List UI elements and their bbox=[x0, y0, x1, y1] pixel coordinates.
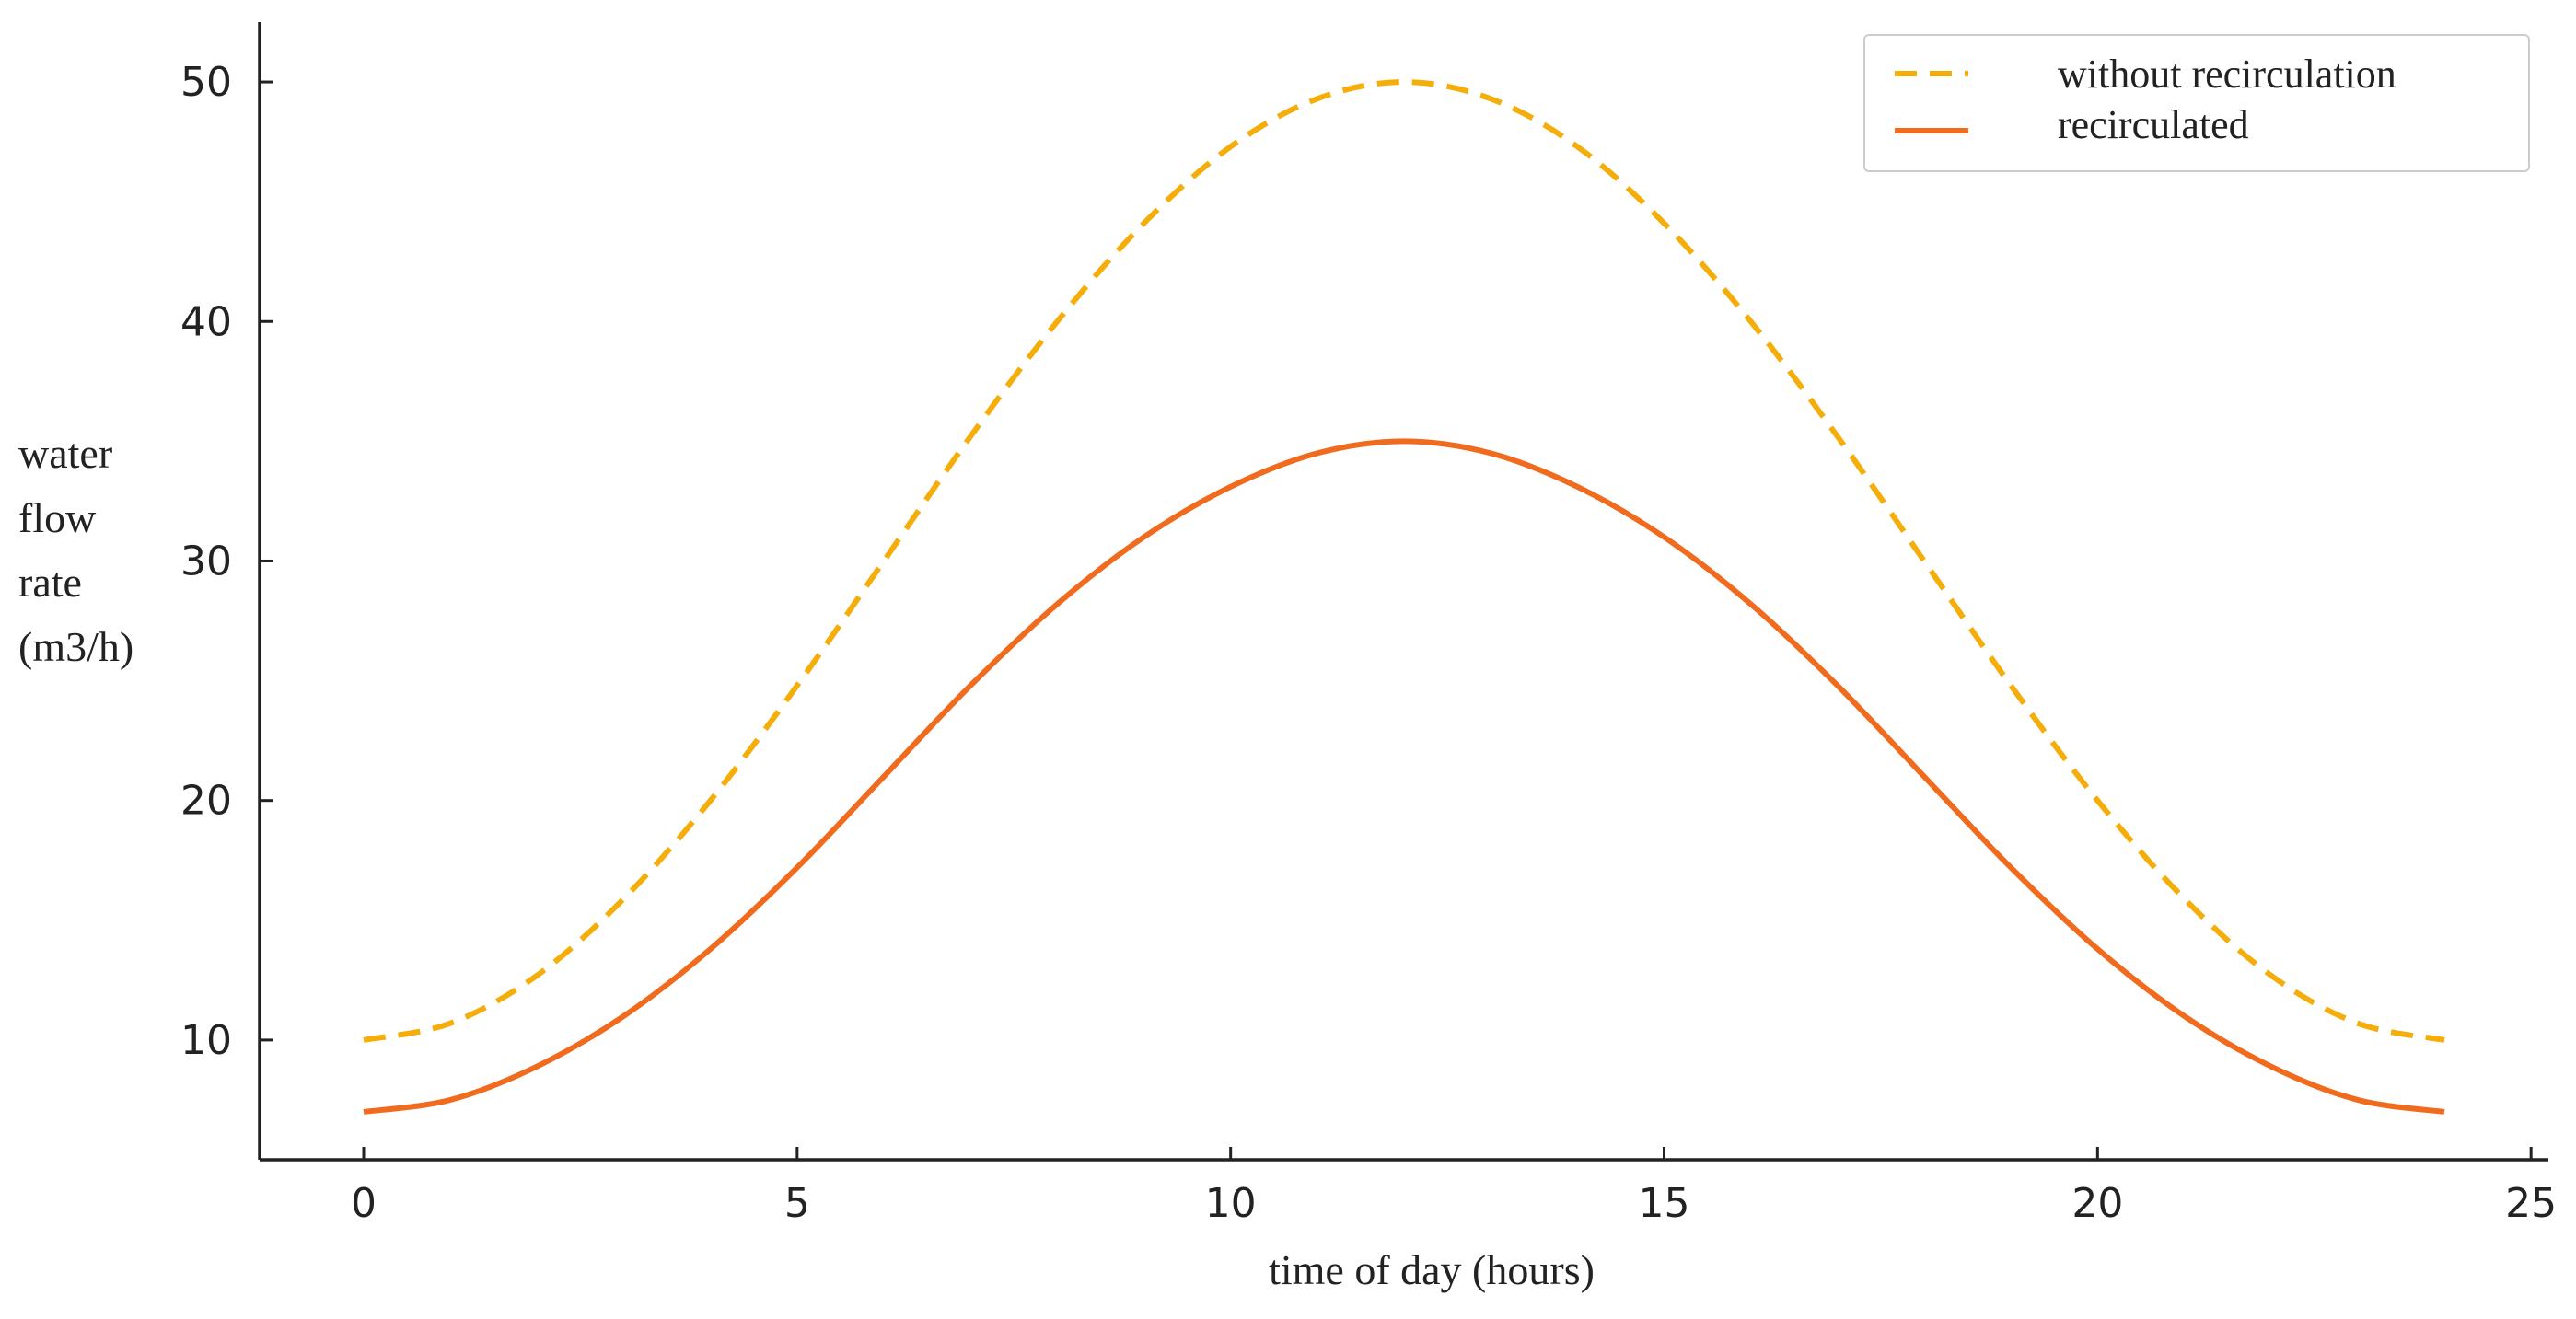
series-line-without-recirculation bbox=[363, 79, 2445, 1043]
y-tick-label: 30 bbox=[180, 538, 232, 584]
legend-box bbox=[1863, 34, 2530, 172]
x-axis-title: time of day (hours) bbox=[1269, 1246, 1595, 1293]
y-ticks: 10 20 30 40 50 bbox=[180, 59, 273, 1064]
y-tick-label: 10 bbox=[180, 1017, 232, 1064]
y-tick-label: 40 bbox=[180, 298, 232, 345]
y-tick-label: 50 bbox=[180, 59, 232, 106]
x-tick-label: 5 bbox=[784, 1180, 810, 1227]
x-tick-label: 0 bbox=[351, 1180, 377, 1227]
x-tick-label: 15 bbox=[1639, 1180, 1690, 1227]
series-lines bbox=[363, 79, 2445, 1115]
series-line-recirculated bbox=[363, 438, 2445, 1115]
x-tick-label: 25 bbox=[2505, 1180, 2557, 1227]
legend-label-without-recirculation: without recirculation bbox=[2058, 52, 2396, 97]
x-tick-label: 20 bbox=[2071, 1180, 2123, 1227]
x-ticks: 0 5 10 15 20 25 bbox=[351, 1147, 2557, 1227]
legend: without recirculation recirculated bbox=[1863, 34, 2530, 172]
y-axis-title: water flow rate (m3/h) bbox=[18, 430, 133, 670]
legend-label-recirculated: recirculated bbox=[2058, 102, 2249, 147]
y-tick-label: 20 bbox=[180, 778, 232, 825]
x-tick-label: 10 bbox=[1205, 1180, 1257, 1227]
